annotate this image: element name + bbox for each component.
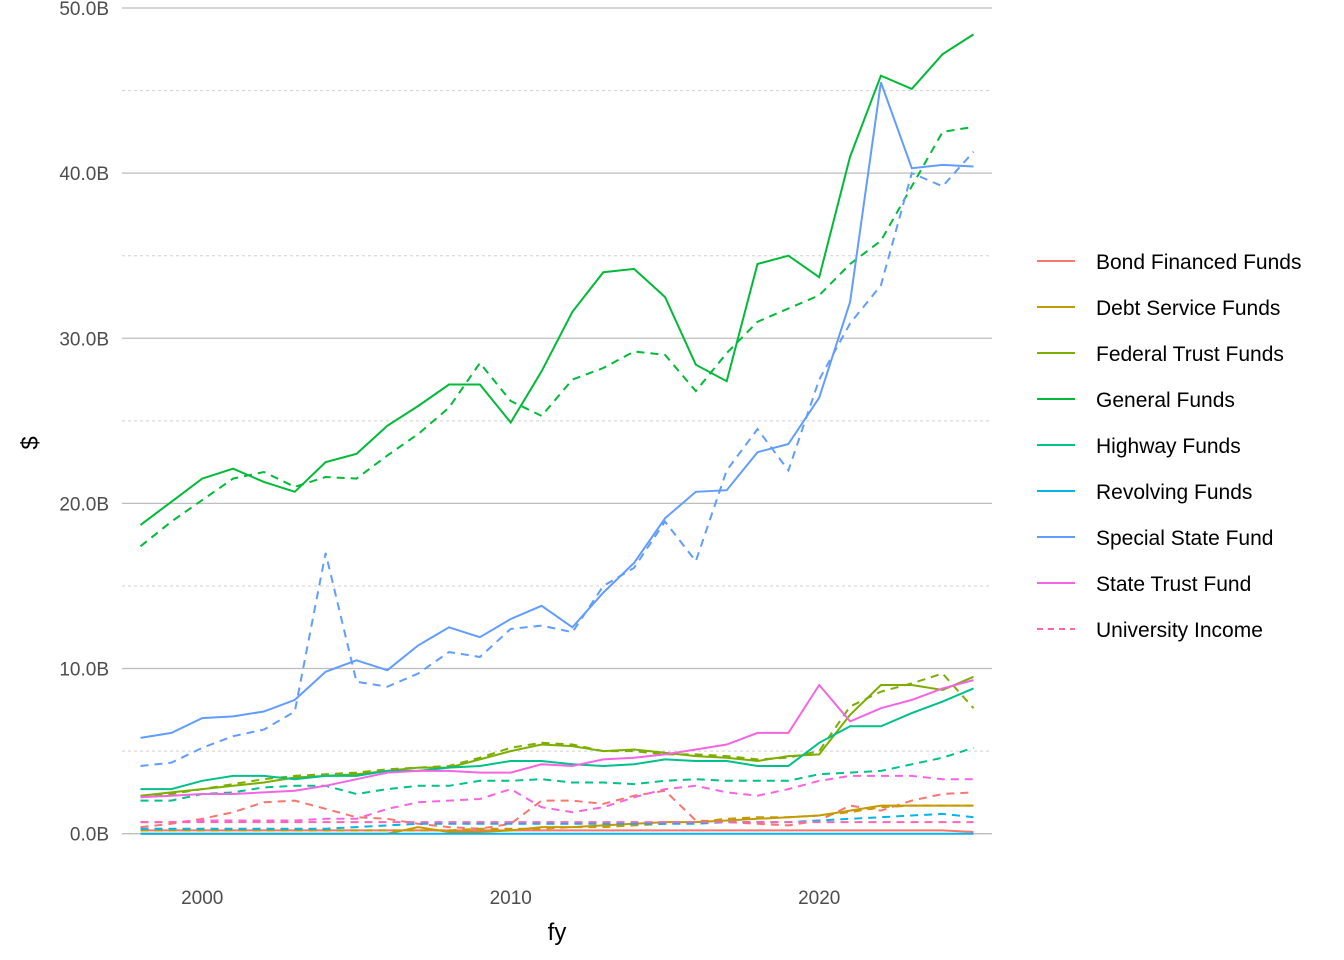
legend: Bond Financed Funds Debt Service Funds Fed… [1037, 251, 1301, 642]
x-tick-label: 2000 [181, 888, 223, 909]
legend-label-highway-funds: Highway Funds [1096, 435, 1241, 458]
series-line-special-state-fund [140, 81, 974, 739]
series-line-state-trust-fund [140, 679, 974, 799]
series-line-general-funds [139, 33, 975, 526]
y-axis-title: $ [17, 436, 44, 449]
y-axis-ticks: 0.0B 10.0B 20.0B 30.0B 40.0B 50.0B [59, 0, 109, 846]
legend-label-general-funds: General Funds [1096, 389, 1235, 412]
y-tick-label: 30.0B [59, 329, 109, 350]
series-line-special-state-fund-dashed [140, 151, 975, 767]
y-tick-label: 50.0B [59, 0, 109, 20]
series-line-bond-financed-funds [140, 829, 974, 833]
y-tick-label: 40.0B [59, 164, 109, 185]
series-line-general-funds-dashed [139, 125, 974, 548]
series-line-highway-funds [140, 687, 974, 791]
legend-label-university-income: University Income [1096, 619, 1263, 642]
series-line-state-trust-fund-dashed [140, 774, 974, 824]
legend-label-state-trust-fund: State Trust Fund [1096, 573, 1251, 596]
legend-label-bond-financed-funds: Bond Financed Funds [1096, 251, 1301, 274]
y-tick-label: 0.0B [70, 825, 109, 846]
series-lines [139, 33, 975, 835]
x-tick-label: 2010 [490, 888, 532, 909]
grid-lines [122, 7, 992, 835]
legend-label-debt-service-funds: Debt Service Funds [1096, 297, 1280, 320]
series-line-highway-funds-dashed [140, 746, 974, 802]
series-line-bond-financed-funds-dashed [140, 789, 974, 830]
y-tick-label: 10.0B [59, 660, 109, 681]
x-axis-title: fy [548, 919, 567, 946]
series-line-federal-trust-funds [140, 675, 974, 797]
y-tick-label: 20.0B [59, 494, 109, 515]
x-tick-label: 2020 [798, 888, 840, 909]
legend-label-federal-trust-funds: Federal Trust Funds [1096, 343, 1284, 366]
x-axis-ticks: 2000 2010 2020 [181, 888, 840, 909]
legend-label-special-state-fund: Special State Fund [1096, 527, 1273, 550]
legend-label-revolving-funds: Revolving Funds [1096, 481, 1252, 504]
series-line-federal-trust-funds-dashed [140, 672, 975, 799]
